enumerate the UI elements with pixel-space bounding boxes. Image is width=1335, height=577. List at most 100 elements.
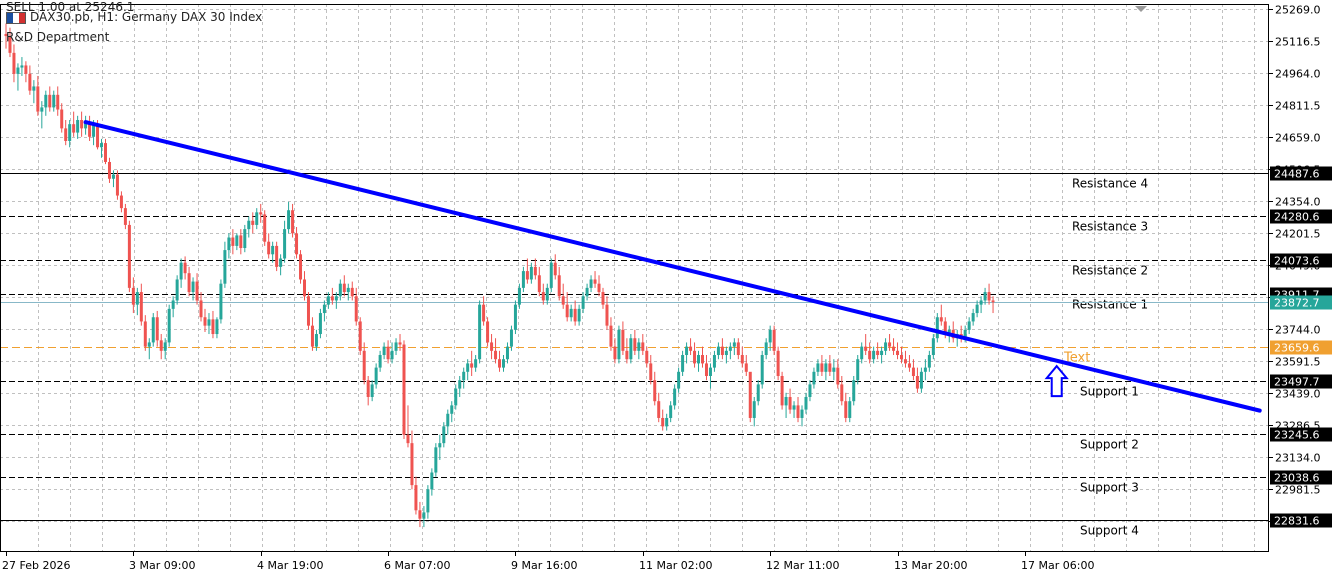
candle-body bbox=[84, 122, 88, 129]
candle-body bbox=[812, 371, 816, 385]
candle-body bbox=[896, 350, 900, 356]
candle-body bbox=[824, 363, 828, 372]
candle bbox=[939, 304, 943, 326]
price-tick-label: 23439.0 bbox=[1275, 388, 1321, 401]
candle-body bbox=[943, 321, 947, 335]
candle-body bbox=[474, 359, 478, 368]
candle-body bbox=[593, 279, 597, 284]
support-resistance-levels: Resistance 4 Resistance 3 Resistance 2 Resi… bbox=[0, 173, 1269, 538]
candle-body bbox=[685, 346, 689, 356]
candle-body bbox=[486, 321, 490, 343]
candle bbox=[693, 342, 697, 368]
candle-body bbox=[573, 308, 577, 322]
candle-body bbox=[283, 229, 287, 259]
time-tick-label: 6 Mar 07:00 bbox=[384, 559, 450, 572]
candle-body bbox=[494, 350, 498, 360]
candle bbox=[12, 44, 16, 83]
candle-body bbox=[553, 262, 557, 276]
candle-body bbox=[143, 321, 147, 347]
candle-body bbox=[752, 401, 756, 418]
candle bbox=[792, 401, 796, 418]
candle-body bbox=[123, 208, 127, 225]
candle bbox=[151, 313, 155, 347]
candle bbox=[625, 338, 629, 364]
candle-body bbox=[28, 73, 32, 91]
candle bbox=[919, 367, 923, 393]
candle bbox=[167, 304, 171, 347]
candle-body bbox=[362, 350, 366, 381]
candle bbox=[728, 342, 732, 360]
candle-body bbox=[649, 363, 653, 381]
candle bbox=[438, 434, 442, 460]
candle-body bbox=[804, 396, 808, 410]
candle bbox=[561, 283, 565, 309]
candle bbox=[669, 401, 673, 423]
candle bbox=[979, 296, 983, 314]
candle bbox=[291, 203, 295, 238]
alert-text-label: Text bbox=[1063, 351, 1090, 366]
candle-body bbox=[462, 371, 466, 381]
candle-body bbox=[828, 363, 832, 372]
candle-body bbox=[979, 300, 983, 305]
candle bbox=[111, 170, 115, 188]
candle-body bbox=[207, 319, 211, 326]
plot-frame bbox=[0, 4, 1269, 552]
candle-body bbox=[350, 287, 354, 297]
level-price-label: 23497.7 bbox=[1274, 376, 1320, 389]
candle-body bbox=[529, 266, 533, 280]
candle-body bbox=[44, 94, 48, 108]
candle-body bbox=[358, 321, 362, 351]
candle bbox=[645, 346, 649, 368]
alert-price-box bbox=[1270, 340, 1332, 355]
candle bbox=[935, 313, 939, 343]
level-price-label: 23038.6 bbox=[1274, 472, 1320, 485]
candle-body bbox=[872, 350, 876, 360]
candle bbox=[573, 300, 577, 326]
candle-body bbox=[740, 355, 744, 364]
candle bbox=[354, 287, 358, 326]
candle-body bbox=[115, 174, 119, 196]
candle-body bbox=[541, 292, 545, 301]
candle-body bbox=[398, 342, 402, 345]
candle bbox=[310, 317, 314, 351]
candle bbox=[716, 342, 720, 360]
candle-body bbox=[203, 317, 207, 326]
candle-body bbox=[155, 317, 159, 341]
time-tick-label: 4 Mar 19:00 bbox=[257, 559, 323, 572]
candle-body bbox=[724, 350, 728, 356]
candle bbox=[967, 317, 971, 335]
time-tick-label: 9 Mar 16:00 bbox=[511, 559, 577, 572]
candle bbox=[115, 170, 119, 200]
candle-body bbox=[167, 308, 171, 343]
candle bbox=[458, 376, 462, 397]
candle-body bbox=[744, 363, 748, 372]
price-tick-label: 23134.0 bbox=[1275, 452, 1321, 465]
candle-body bbox=[712, 355, 716, 368]
candle bbox=[187, 266, 191, 297]
candle bbox=[641, 334, 645, 356]
level-price-box bbox=[1270, 209, 1332, 224]
candle bbox=[426, 485, 430, 519]
level-name-label: Resistance 1 bbox=[1072, 298, 1148, 312]
candle-body bbox=[414, 485, 418, 511]
candle bbox=[147, 338, 151, 360]
candle-body bbox=[633, 338, 637, 351]
candle bbox=[629, 334, 633, 364]
candle bbox=[44, 90, 48, 116]
candle-body bbox=[394, 342, 398, 351]
candle bbox=[414, 476, 418, 515]
candle-body bbox=[533, 266, 537, 276]
candle bbox=[577, 304, 581, 326]
candle bbox=[788, 388, 792, 414]
candle bbox=[597, 275, 601, 297]
candle bbox=[84, 115, 88, 135]
price-tick-label: 23744.0 bbox=[1275, 324, 1321, 337]
candle bbox=[505, 342, 509, 364]
candle bbox=[744, 355, 748, 377]
candle-body bbox=[231, 237, 235, 246]
time-tick-label: 11 Mar 02:00 bbox=[639, 559, 712, 572]
candles bbox=[4, 23, 995, 528]
level-price-box bbox=[1270, 374, 1332, 389]
candle bbox=[486, 317, 490, 347]
